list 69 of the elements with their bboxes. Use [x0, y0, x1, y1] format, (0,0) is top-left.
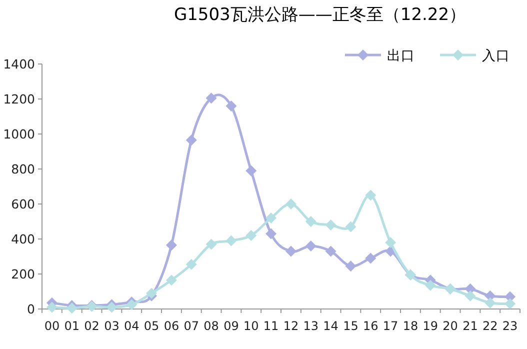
x-tick-label: 15: [343, 319, 358, 333]
point: [325, 220, 336, 230]
point: [166, 274, 177, 286]
chart-title: G1503瓦洪公路——正冬至（12.22）: [174, 5, 466, 25]
legend-label: 入口: [482, 48, 510, 64]
point: [226, 235, 237, 246]
point: [484, 297, 496, 308]
point: [345, 260, 356, 272]
legend: 入口: [440, 48, 510, 64]
x-tick-label: 07: [184, 319, 200, 333]
point: [246, 165, 257, 176]
point: [266, 212, 277, 224]
y-tick-label: 1400: [3, 56, 36, 72]
point: [504, 298, 516, 310]
y-tick-label: 200: [11, 266, 36, 282]
x-tick-label: 02: [84, 319, 100, 333]
legend-label: 出口: [387, 48, 415, 64]
point: [206, 92, 217, 104]
point: [385, 237, 396, 248]
x-tick-label: 16: [362, 319, 378, 333]
y-tick-label: 1200: [3, 92, 36, 106]
point: [226, 100, 237, 112]
x-tick-label: 04: [124, 319, 140, 333]
y-tick-label: 0: [27, 302, 36, 316]
x-tick-label: 13: [303, 319, 319, 333]
point: [285, 246, 296, 257]
x-tick-label: 10: [243, 319, 259, 333]
x-tick-label: 00: [44, 319, 60, 333]
x-tick-label: 21: [462, 319, 478, 333]
point: [345, 221, 356, 232]
point: [266, 228, 277, 240]
y-tick-label: 600: [11, 196, 36, 212]
y-tick-label: 800: [11, 162, 36, 176]
point: [285, 198, 296, 210]
point: [464, 290, 476, 302]
point: [365, 252, 376, 264]
x-tick-label: 23: [502, 319, 518, 333]
point: [126, 299, 138, 310]
x-tick-label: 01: [64, 319, 80, 333]
x-tick-label: 05: [144, 319, 160, 333]
x-tick-label: 11: [263, 319, 279, 333]
point: [106, 302, 118, 313]
x-tick-label: 12: [283, 319, 299, 333]
point: [365, 190, 376, 201]
point: [166, 240, 177, 251]
point: [186, 258, 197, 270]
x-tick-label: 06: [164, 319, 180, 333]
y-tick-label: 1000: [3, 126, 36, 142]
point: [246, 230, 257, 241]
point: [186, 134, 197, 146]
point: [146, 288, 158, 299]
x-tick-label: 18: [402, 319, 418, 333]
x-tick-label: 14: [323, 319, 338, 333]
point: [325, 246, 336, 257]
x-tick-label: 17: [382, 319, 398, 333]
point: [46, 302, 58, 313]
x-tick-label: 09: [224, 319, 239, 333]
legend: 出口: [345, 48, 415, 64]
x-tick-label: 22: [482, 319, 498, 333]
x-tick-label: 08: [204, 319, 219, 333]
point: [424, 280, 436, 291]
point: [66, 302, 78, 314]
x-tick-label: 20: [442, 319, 458, 333]
y-tick-label: 400: [11, 232, 36, 246]
point: [206, 238, 217, 250]
x-tick-label: 03: [104, 319, 120, 333]
point: [305, 240, 316, 252]
point: [305, 216, 316, 227]
x-tick-label: 19: [422, 319, 438, 333]
